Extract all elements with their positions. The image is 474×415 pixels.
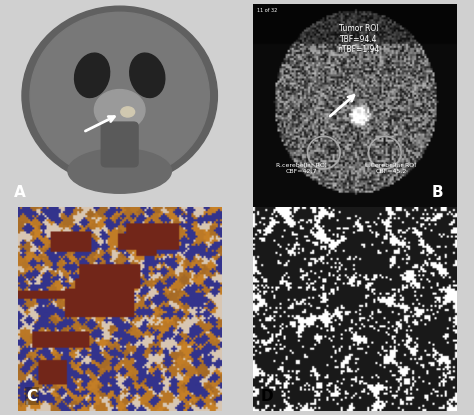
Ellipse shape [94, 90, 145, 130]
Ellipse shape [74, 53, 109, 98]
Text: 11 of 32: 11 of 32 [257, 8, 277, 13]
Ellipse shape [68, 149, 172, 193]
Ellipse shape [30, 12, 210, 179]
Ellipse shape [121, 107, 135, 117]
Text: C: C [26, 389, 37, 404]
Text: L.Cerebellar ROI
CBF=45.2: L.Cerebellar ROI CBF=45.2 [365, 163, 417, 173]
Ellipse shape [130, 53, 165, 98]
Text: B: B [432, 186, 443, 200]
Ellipse shape [22, 6, 218, 185]
Text: A: A [14, 186, 26, 200]
FancyBboxPatch shape [101, 122, 138, 167]
Text: R.cerebellar ROI
CBF=42.7: R.cerebellar ROI CBF=42.7 [276, 163, 327, 173]
Text: Tumor ROI
TBF=94.4
nTBF=1.94: Tumor ROI TBF=94.4 nTBF=1.94 [337, 24, 380, 54]
Text: D: D [261, 389, 273, 404]
